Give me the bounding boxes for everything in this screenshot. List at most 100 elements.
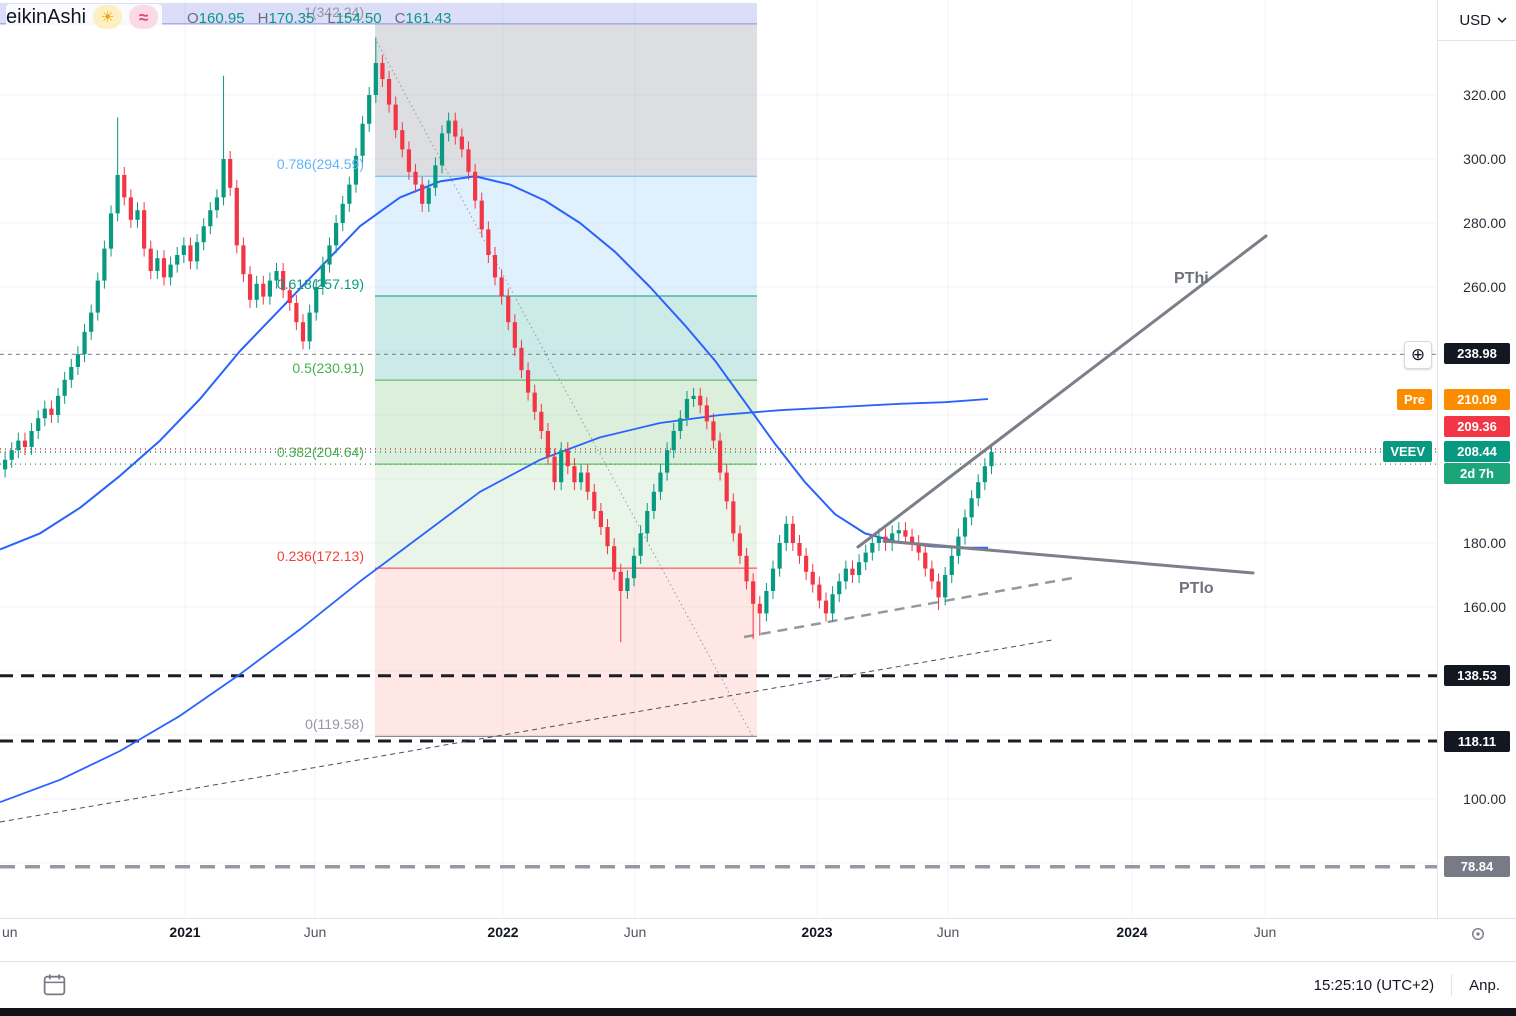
candle-body <box>492 255 498 278</box>
candle-body <box>784 523 789 543</box>
candle-body <box>108 213 114 249</box>
candle-body <box>598 511 603 527</box>
ma-slow-line <box>0 398 989 804</box>
time-axis[interactable]: un 2021 Jun 2022 Jun 2023 Jun 2024 Jun <box>0 918 1516 961</box>
candle-body <box>115 175 120 214</box>
candle-body <box>386 79 392 105</box>
candle-body <box>777 543 782 569</box>
time-label: 2022 <box>487 924 519 940</box>
candle-body <box>565 450 570 467</box>
candle-body <box>380 63 385 79</box>
candle-body <box>856 562 862 575</box>
candle-body <box>539 411 544 431</box>
candle-body <box>360 123 365 156</box>
candle-body <box>744 555 749 582</box>
ohlc-values: O160.95 H170.35 L154.50 C161.43 <box>187 10 451 27</box>
fib-zone <box>375 176 757 296</box>
candle-body <box>645 511 650 534</box>
chart-pane[interactable]: 1(342.24) 0.786(294.59) 0.618(257.19) 0.5(2… <box>0 0 1437 918</box>
candle-body <box>486 229 491 255</box>
price-axis[interactable]: USD 320.00 300.00 280.00 260.00 180.00 160.00… <box>1437 0 1516 918</box>
price-badge: 209.36 <box>1444 416 1510 437</box>
alert-plus-button[interactable]: ⊕ <box>1404 341 1432 369</box>
candle-body <box>804 555 809 572</box>
candle-body <box>863 552 868 563</box>
price-tick-label: 320.00 <box>1463 87 1506 103</box>
candle-body <box>9 450 14 460</box>
candle-body <box>751 581 756 604</box>
calendar-button[interactable] <box>41 971 68 999</box>
price-badge: 138.53 <box>1444 665 1510 686</box>
price-tick-label: 160.00 <box>1463 599 1506 615</box>
longterm-dashed-line <box>0 639 1053 823</box>
candle-body <box>665 450 670 473</box>
chevron-down-icon <box>1497 17 1507 23</box>
fib-zone <box>375 23 757 177</box>
candle-body <box>473 171 478 201</box>
candle-body <box>393 104 398 131</box>
candle-body <box>181 245 186 255</box>
candle-body <box>261 283 266 297</box>
candle-body <box>75 354 81 367</box>
candle-body <box>724 472 729 502</box>
candle-body <box>459 136 464 150</box>
bottom-toolbar: 15:25:10 (UTC+2) Anp. <box>0 961 1516 1008</box>
candle-body <box>69 367 74 380</box>
candle-body <box>545 431 551 457</box>
candle-body <box>168 264 173 278</box>
candle-body <box>135 210 140 220</box>
candle-body <box>55 395 61 415</box>
candle-body <box>453 120 458 137</box>
candle-body <box>525 370 531 393</box>
candle-body <box>870 543 875 553</box>
clock[interactable]: 15:25:10 (UTC+2) <box>1313 976 1435 994</box>
candle-body <box>552 456 557 483</box>
candle-body <box>300 322 306 342</box>
candle-body <box>148 248 153 271</box>
candle-body <box>234 187 239 246</box>
candle-body <box>267 280 272 297</box>
candle-body <box>16 440 21 451</box>
candle-body <box>400 130 405 150</box>
price-badge: 78.84 <box>1444 856 1510 877</box>
candle-body <box>896 530 901 534</box>
candle-body <box>817 584 822 601</box>
candle-body <box>89 312 94 332</box>
candle-body <box>201 226 206 243</box>
currency-selector[interactable]: USD <box>1438 0 1516 41</box>
candle-body <box>194 242 200 262</box>
price-badge: 238.98 <box>1444 343 1510 364</box>
candle-body <box>122 175 127 198</box>
price-badge: 208.44 <box>1444 441 1510 462</box>
ohlc-open: O160.95 <box>187 9 245 27</box>
ohlc-high: H170.35 <box>257 9 315 27</box>
candle-body <box>618 571 623 591</box>
candle-body <box>42 408 47 419</box>
candle-body <box>592 491 597 511</box>
candle-body <box>512 322 517 348</box>
adjust-label[interactable]: Anp. <box>1469 976 1500 994</box>
candle-body <box>155 258 160 271</box>
candle-body <box>29 431 34 447</box>
candle-body <box>850 568 855 575</box>
indicator-title-group: eikinAshi ☀ ≈ <box>6 4 163 30</box>
currency-value: USD <box>1459 11 1491 29</box>
sun-icon[interactable]: ☀ <box>93 5 123 29</box>
candle-body <box>612 546 617 572</box>
candle-body <box>406 149 412 172</box>
candle-body <box>770 568 776 591</box>
waves-icon[interactable]: ≈ <box>129 5 159 29</box>
target-icon[interactable] <box>1470 926 1486 942</box>
time-label: 2021 <box>169 924 201 940</box>
candle-body <box>320 264 325 287</box>
candle-body <box>466 149 471 172</box>
candle-body <box>62 379 67 396</box>
candle-body <box>923 552 928 569</box>
candle-body <box>711 421 716 441</box>
candle-body <box>843 568 848 582</box>
downtrend-dotted-line <box>376 41 754 738</box>
candle-body <box>830 594 835 614</box>
candle-body <box>353 155 359 185</box>
candle-body <box>631 555 637 579</box>
candle-body <box>420 184 425 204</box>
